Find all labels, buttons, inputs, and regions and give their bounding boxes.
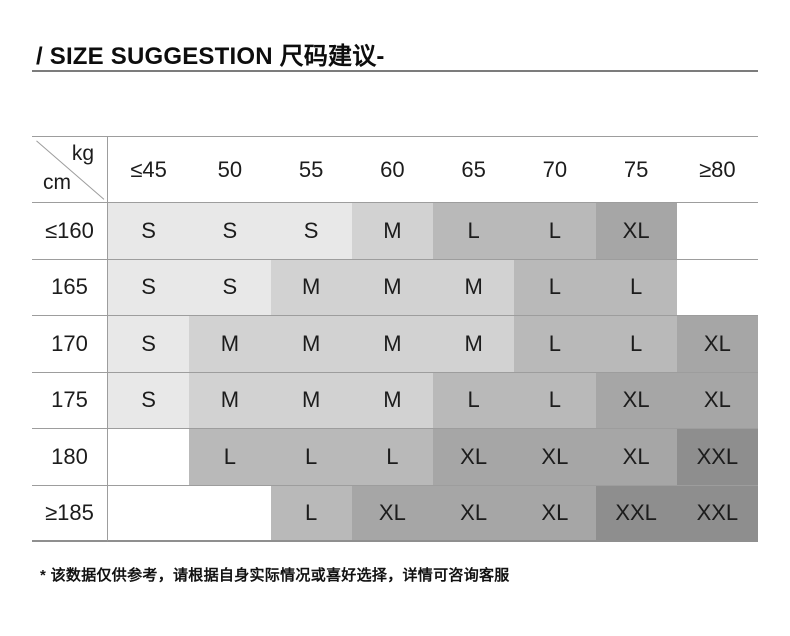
size-cell: S <box>270 203 352 260</box>
corner-cm-label: cm <box>43 171 71 194</box>
col-header: 65 <box>433 137 515 203</box>
size-cell: M <box>433 316 515 373</box>
size-cell: S <box>108 316 190 373</box>
size-cell: M <box>270 259 352 316</box>
col-header: 70 <box>514 137 596 203</box>
size-cell: S <box>189 203 271 260</box>
col-header: 50 <box>189 137 271 203</box>
size-cell: S <box>108 203 190 260</box>
size-cell: M <box>270 372 352 429</box>
size-cell: L <box>189 429 271 486</box>
row-label: 165 <box>32 259 108 316</box>
size-cell: XL <box>514 485 596 542</box>
row-label: 170 <box>32 316 108 373</box>
size-cell <box>108 485 190 542</box>
col-header: ≤45 <box>108 137 190 203</box>
size-cell: L <box>270 429 352 486</box>
size-cell: L <box>514 316 596 373</box>
size-cell: M <box>189 372 271 429</box>
size-cell: S <box>189 259 271 316</box>
size-cell: L <box>433 203 515 260</box>
size-cell: XL <box>595 429 677 486</box>
size-cell: L <box>514 259 596 316</box>
size-cell: L <box>270 485 352 542</box>
size-cell: M <box>189 316 271 373</box>
size-cell: M <box>351 372 433 429</box>
size-cell: XXL <box>676 485 758 542</box>
size-cell: XL <box>595 372 677 429</box>
size-cell <box>676 203 758 260</box>
title-divider <box>32 70 758 72</box>
size-cell: M <box>351 316 433 373</box>
size-cell: XXL <box>676 429 758 486</box>
page-title: / SIZE SUGGESTION 尺码建议- <box>36 43 385 70</box>
size-cell: XL <box>433 429 515 486</box>
size-cell: M <box>351 259 433 316</box>
diagonal-line-icon <box>32 137 107 202</box>
size-cell: S <box>108 372 190 429</box>
size-cell: S <box>108 259 190 316</box>
col-header: 60 <box>351 137 433 203</box>
size-cell <box>676 259 758 316</box>
row-label: ≥185 <box>32 485 108 542</box>
size-cell: L <box>595 316 677 373</box>
size-cell: XL <box>433 485 515 542</box>
row-label: ≤160 <box>32 203 108 260</box>
size-cell: L <box>514 372 596 429</box>
corner-kg-label: kg <box>71 142 94 165</box>
size-cell: L <box>595 259 677 316</box>
size-cell: XL <box>514 429 596 486</box>
size-cell: L <box>514 203 596 260</box>
col-header: 75 <box>595 137 677 203</box>
col-header: 55 <box>270 137 352 203</box>
size-cell: L <box>351 429 433 486</box>
size-cell: XL <box>595 203 677 260</box>
size-cell: XL <box>676 316 758 373</box>
size-cell: XL <box>351 485 433 542</box>
row-label: 180 <box>32 429 108 486</box>
size-cell: M <box>270 316 352 373</box>
size-cell: M <box>433 259 515 316</box>
size-table: kg cm ≤45 50 55 60 65 70 75 ≥80 ≤160 S S… <box>32 136 758 542</box>
corner-cell: kg cm <box>32 137 108 203</box>
size-cell: XL <box>676 372 758 429</box>
size-cell <box>189 485 271 542</box>
row-label: 175 <box>32 372 108 429</box>
col-header: ≥80 <box>676 137 758 203</box>
size-cell: XXL <box>595 485 677 542</box>
size-cell: M <box>351 203 433 260</box>
size-cell: L <box>433 372 515 429</box>
size-cell <box>108 429 190 486</box>
footnote: * 该数据仅供参考，请根据自身实际情况或喜好选择，详情可咨询客服 <box>40 567 510 584</box>
